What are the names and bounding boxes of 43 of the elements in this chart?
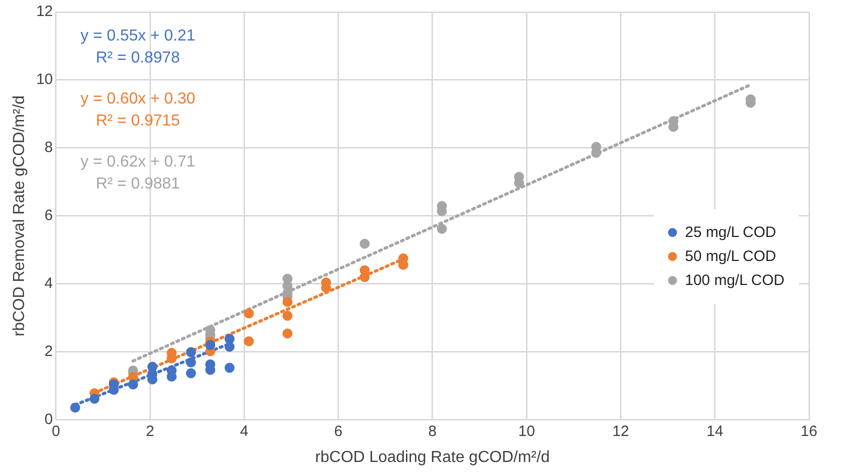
x-tick-label: 8: [428, 422, 437, 440]
legend-label: 100 mg/L COD: [685, 272, 784, 290]
point: [244, 308, 254, 318]
x-tick-label: 12: [612, 422, 630, 440]
annotation: R² = 0.8978: [96, 49, 180, 66]
x-tick-label: 10: [518, 422, 535, 440]
x-tick-label: 2: [146, 422, 154, 440]
annotation: y = 0.60x + 0.30: [80, 90, 196, 108]
point: [282, 296, 292, 307]
point: [186, 347, 196, 358]
y-tick-label: 8: [44, 139, 53, 156]
x-tick-label: 6: [334, 422, 342, 440]
y-tick-label: 10: [36, 71, 53, 88]
point: [224, 342, 235, 352]
x-tick-label: 14: [706, 422, 724, 440]
point: [436, 224, 447, 234]
annotation: y = 0.62x + 0.71: [80, 153, 196, 170]
point: [186, 368, 196, 378]
x-tick-label: 16: [800, 422, 818, 440]
point: [205, 340, 216, 350]
y-tick-label: 6: [44, 207, 53, 224]
point: [360, 238, 370, 249]
point: [70, 402, 80, 413]
y-tick-label: 12: [36, 3, 53, 20]
y-tick-label: 4: [44, 275, 53, 292]
annotation: R² = 0.9715: [96, 112, 180, 130]
point: [244, 336, 254, 346]
legend-label: 50 mg/L COD: [685, 248, 776, 266]
point: [282, 328, 292, 338]
point: [128, 379, 138, 390]
point: [89, 394, 100, 404]
y-tick-label: 0: [44, 410, 53, 428]
point: [282, 310, 292, 321]
point: [186, 357, 196, 368]
point: [224, 362, 235, 373]
y-axis-title: rbCOD Removal Rate gCOD/m²/d: [11, 95, 28, 336]
annotation: y = 0.55x + 0.21: [80, 27, 196, 44]
y-tick-label: 2: [44, 342, 53, 360]
legend-label: 25 mg/L COD: [685, 224, 776, 242]
x-tick-label: 4: [240, 422, 248, 440]
annotation: R² = 0.9881: [96, 175, 180, 192]
point: [360, 272, 370, 282]
x-axis-title: rbCOD Loading Rate gCOD/m²/d: [315, 448, 550, 466]
